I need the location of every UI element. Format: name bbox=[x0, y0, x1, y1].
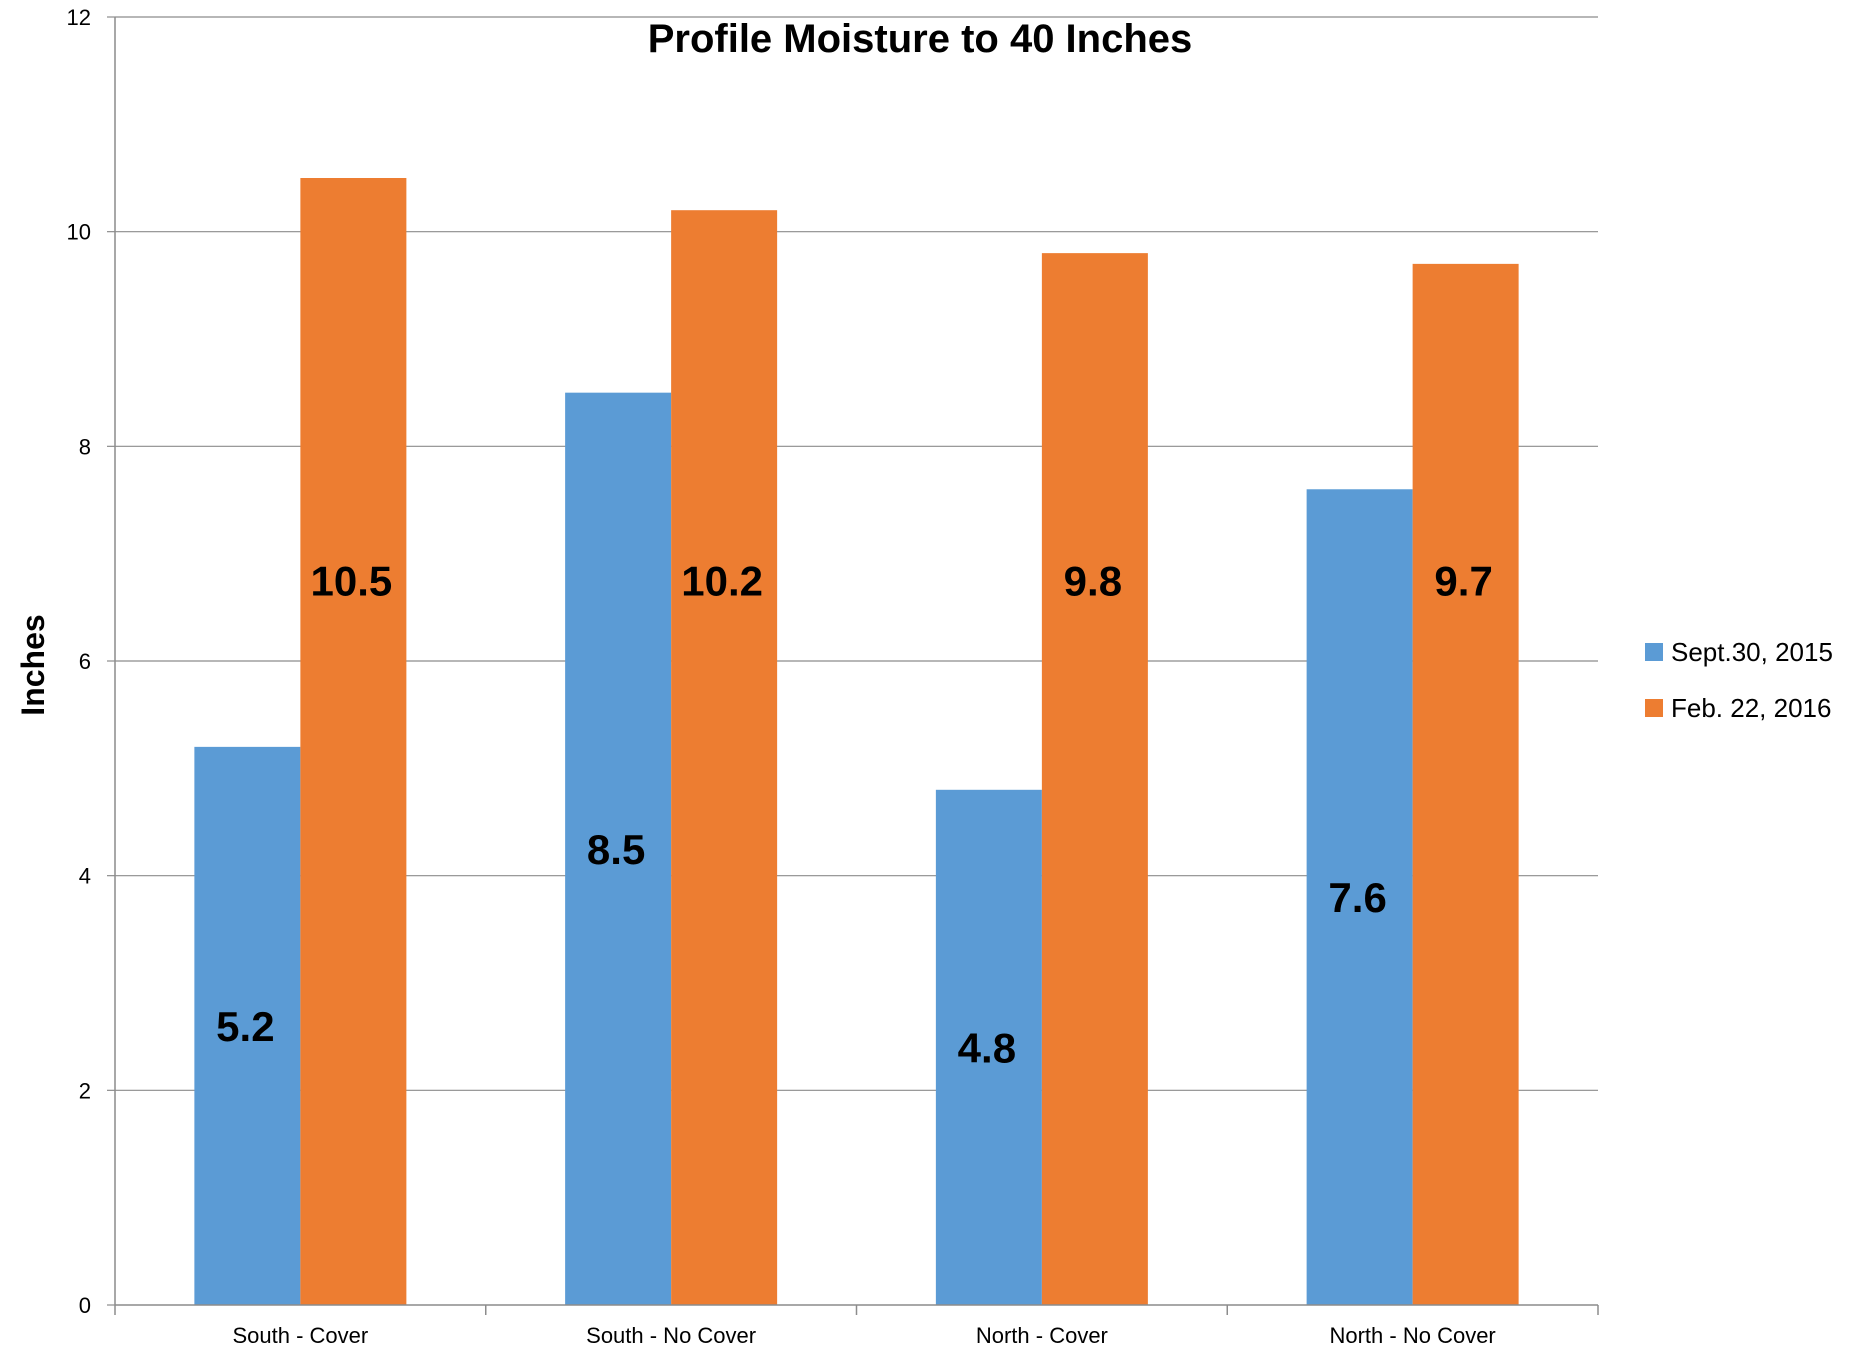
legend-label: Sept.30, 2015 bbox=[1671, 637, 1833, 667]
data-label: 7.6 bbox=[1328, 874, 1386, 921]
chart-title: Profile Moisture to 40 Inches bbox=[648, 17, 1193, 61]
data-label: 5.2 bbox=[216, 1003, 274, 1050]
bar bbox=[935, 789, 1042, 1305]
y-tick-label: 6 bbox=[79, 649, 91, 674]
y-tick-label: 8 bbox=[79, 434, 91, 459]
x-tick-labels: South - Cover South - No Cover North - Cov… bbox=[233, 1323, 1496, 1348]
y-tick-labels: 0 2 4 6 8 10 12 bbox=[67, 5, 91, 1318]
bar bbox=[1306, 489, 1413, 1305]
bar bbox=[300, 178, 407, 1305]
x-tick-label: North - No Cover bbox=[1329, 1323, 1495, 1348]
y-tick-label: 4 bbox=[79, 864, 91, 889]
data-label: 9.8 bbox=[1064, 558, 1122, 605]
data-label: 10.2 bbox=[681, 558, 763, 605]
bar bbox=[671, 210, 778, 1306]
legend-swatch bbox=[1645, 699, 1663, 717]
x-tick-label: South - Cover bbox=[233, 1323, 369, 1348]
bars bbox=[194, 178, 1519, 1306]
legend-label: Feb. 22, 2016 bbox=[1671, 693, 1831, 723]
x-tick-label: North - Cover bbox=[976, 1323, 1108, 1348]
y-tick-label: 10 bbox=[67, 220, 91, 245]
data-label: 8.5 bbox=[587, 826, 645, 873]
data-label: 9.7 bbox=[1434, 558, 1492, 605]
bar bbox=[565, 392, 672, 1306]
y-tick-label: 12 bbox=[67, 5, 91, 30]
data-labels: 5.2 10.5 8.5 10.2 4.8 9.8 7.6 9.7 bbox=[216, 558, 1493, 1072]
bar bbox=[1041, 253, 1148, 1306]
bar bbox=[194, 746, 301, 1305]
y-axis-label: Inches bbox=[15, 614, 51, 715]
x-tick-label: South - No Cover bbox=[586, 1323, 756, 1348]
data-label: 10.5 bbox=[311, 558, 393, 605]
data-label: 4.8 bbox=[958, 1024, 1016, 1071]
y-tick-label: 2 bbox=[79, 1078, 91, 1103]
bar bbox=[1412, 263, 1519, 1305]
legend-swatch bbox=[1645, 643, 1663, 661]
y-tick-label: 0 bbox=[79, 1293, 91, 1318]
axes bbox=[107, 16, 1599, 1315]
legend: Sept.30, 2015 Feb. 22, 2016 bbox=[1645, 637, 1833, 723]
